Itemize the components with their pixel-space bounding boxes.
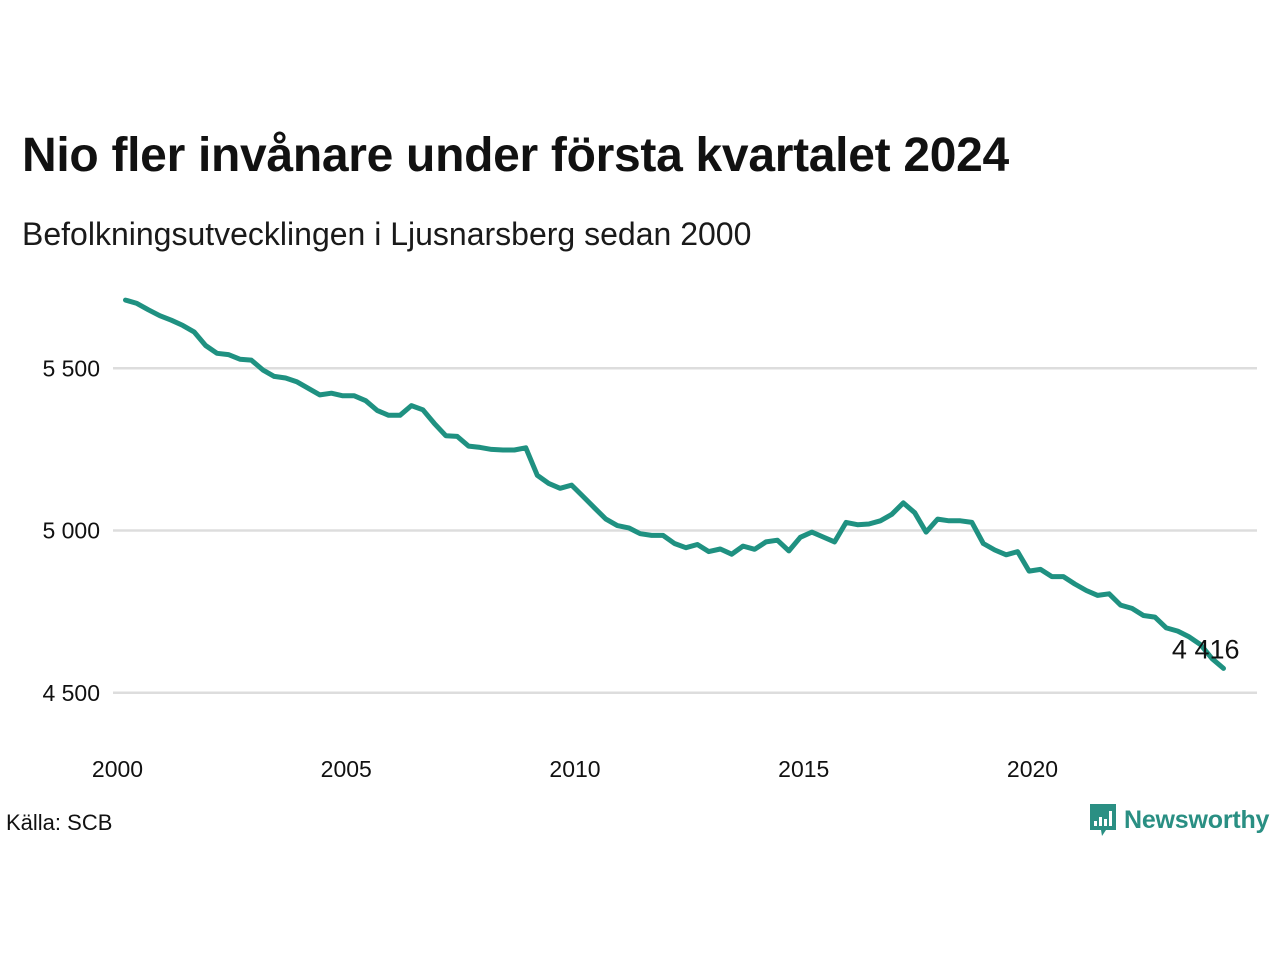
end-value-label: 4 416 (1172, 634, 1240, 664)
grid-lines (113, 367, 1257, 694)
chart-title: Nio fler invånare under första kvartalet… (22, 129, 1009, 182)
y-tick-label: 5 500 (42, 355, 100, 381)
x-tick-label: 2010 (549, 756, 600, 782)
brand-name: Newsworthy (1124, 805, 1270, 834)
series-layer (123, 297, 1226, 671)
brand-logo[interactable]: Newsworthy (1088, 802, 1269, 838)
x-tick-label: 2020 (1007, 756, 1058, 782)
x-axis-ticks: 2000 2005 2010 2015 2020 (92, 756, 1058, 782)
source-note: Källa: SCB (6, 810, 113, 835)
population-line (123, 297, 1226, 671)
y-tick-label: 5 000 (42, 518, 100, 544)
y-tick-label: 4 500 (42, 680, 100, 706)
x-tick-label: 2005 (321, 756, 372, 782)
newsworthy-logo-icon (1090, 804, 1116, 836)
y-axis-ticks: 4 500 5 000 5 500 (42, 355, 100, 706)
x-tick-label: 2000 (92, 756, 143, 782)
x-tick-label: 2015 (778, 756, 829, 782)
chart-subtitle: Befolkningsutvecklingen i Ljusnarsberg s… (22, 216, 752, 252)
data-labels: 4 416 (1172, 634, 1240, 664)
